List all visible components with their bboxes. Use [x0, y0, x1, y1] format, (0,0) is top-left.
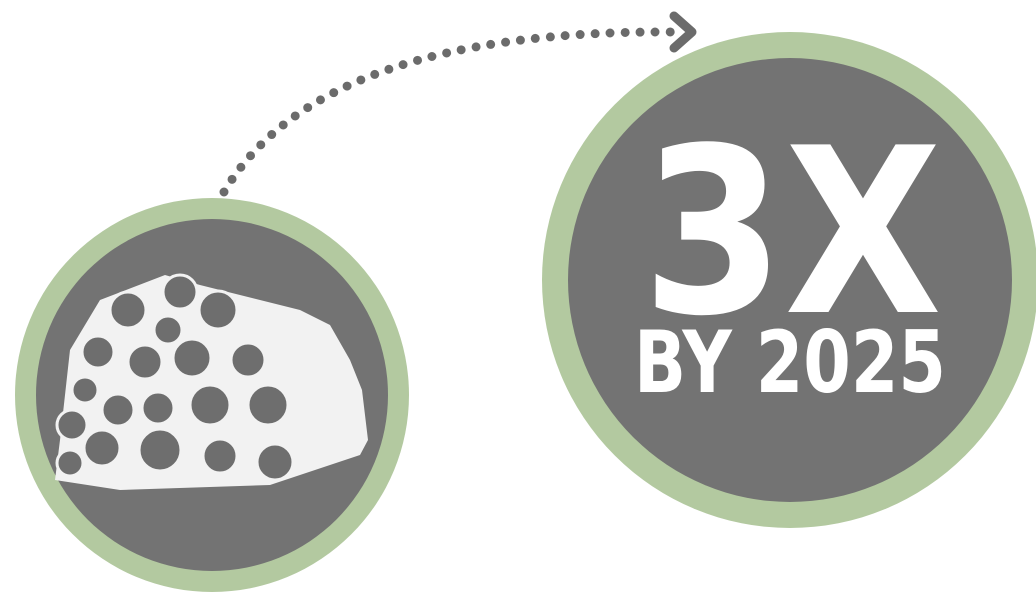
log-end — [255, 442, 295, 482]
arrow-head — [669, 11, 697, 53]
log-end — [171, 337, 213, 379]
log-end — [197, 289, 239, 331]
log-end — [229, 341, 267, 379]
log-end — [140, 390, 176, 426]
log-pile-icon — [55, 273, 368, 490]
log-end — [100, 392, 136, 428]
log-end — [82, 428, 122, 468]
log-end — [188, 383, 232, 427]
log-end — [246, 383, 290, 427]
log-end — [70, 375, 100, 405]
log-end — [55, 448, 85, 478]
headline: 3X — [642, 100, 942, 367]
log-end — [126, 343, 164, 381]
log-end — [80, 334, 116, 370]
log-end — [55, 408, 89, 442]
dotted-arrow — [219, 27, 677, 197]
log-end — [137, 427, 183, 473]
log-end — [152, 314, 184, 346]
subtitle: BY 2025 — [634, 313, 946, 413]
log-end — [201, 437, 239, 475]
right-circle — [568, 58, 1012, 502]
log-end — [161, 273, 199, 311]
log-end — [108, 290, 148, 330]
